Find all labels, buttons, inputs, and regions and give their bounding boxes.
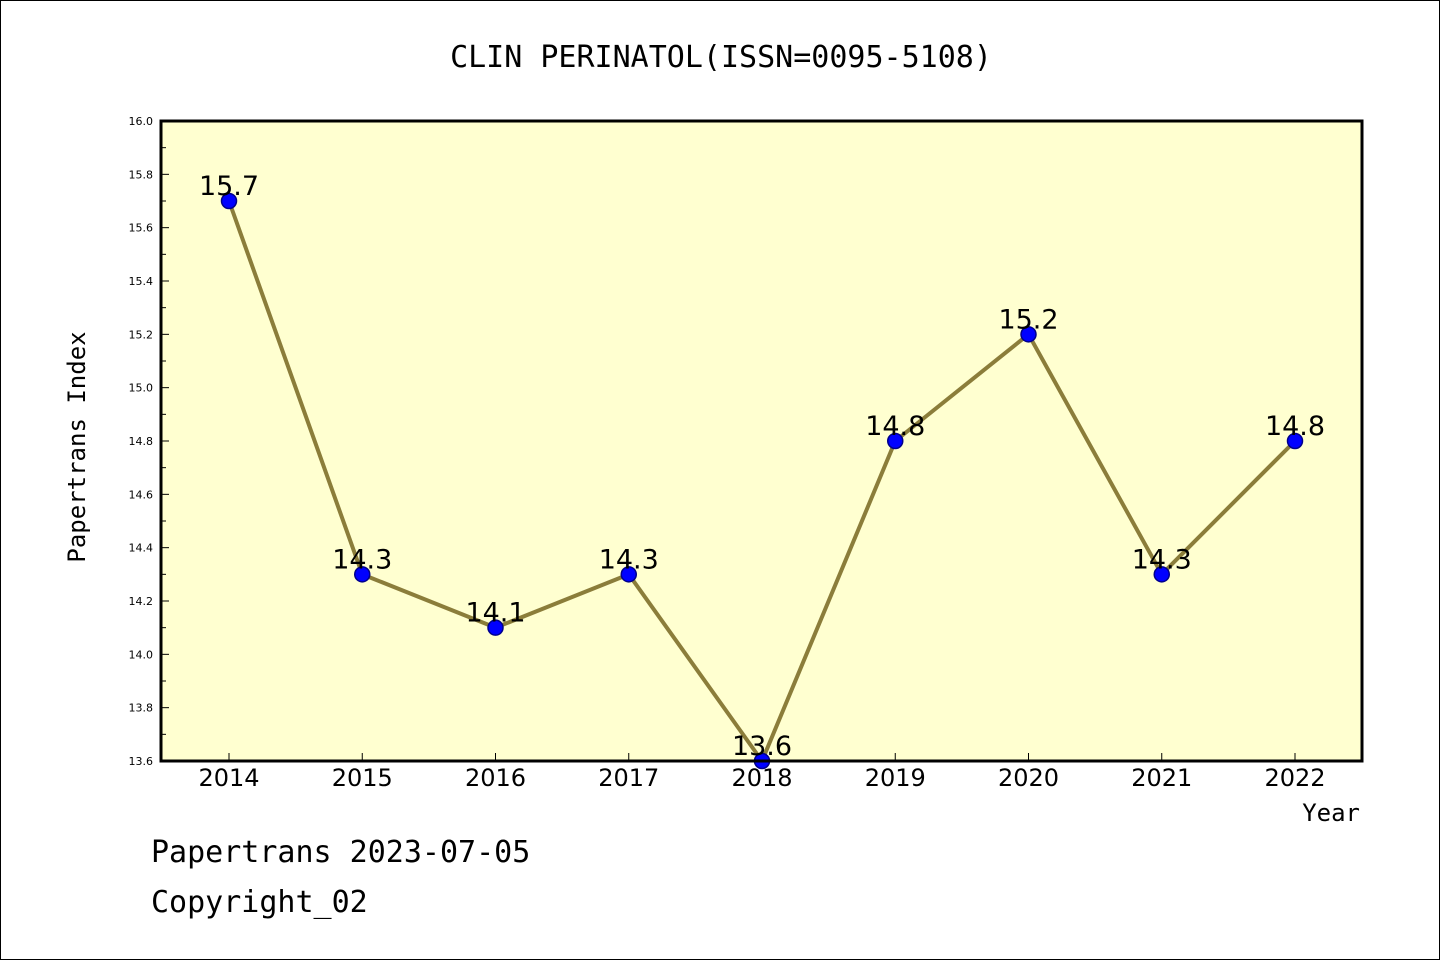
y-tick-label: 13.8 [129,702,154,715]
data-point [620,566,637,583]
data-point [1153,566,1170,583]
y-axis-title: Papertrans Index [63,331,91,562]
y-tick-label: 15.4 [129,275,154,288]
data-point [1286,432,1304,450]
x-tick-label: 2021 [1131,764,1192,792]
plot-area [161,121,1362,761]
data-point [1020,326,1037,343]
y-tick-label: 15.8 [129,168,154,181]
y-tick-label: 15.0 [129,382,154,395]
x-tick-label: 2022 [1264,764,1325,792]
data-point [354,566,371,583]
x-tick-label: 2019 [865,764,926,792]
data-point [887,432,904,450]
data-label: 14.3 [599,544,659,575]
y-tick-label: 15.6 [129,222,154,235]
data-point [220,192,238,210]
data-points [220,192,1304,770]
x-tick-label: 2020 [998,764,1059,792]
data-label: 14.3 [1132,544,1192,575]
y-tick-label: 16.0 [129,115,154,128]
data-label: 14.8 [1265,411,1325,442]
y-tick-label: 14.8 [129,435,154,448]
chart-title: CLIN PERINATOL(ISSN=0095-5108) [450,40,992,75]
x-tick-label: 2017 [598,764,659,792]
data-label: 15.7 [199,171,259,202]
x-tick-label: 2015 [332,764,393,792]
y-tick-label: 14.2 [129,595,154,608]
x-axis-ticks: 2014 2015 2016 2017 2018 2019 2020 2021 2022 [198,753,1326,792]
data-point [487,619,504,636]
data-label: 13.6 [732,731,792,762]
y-tick-label: 14.0 [129,648,154,661]
data-label: 15.2 [998,304,1058,335]
x-tick-label: 2016 [465,764,526,792]
x-axis-title: Year [1302,799,1360,827]
data-labels: 15.7 14.3 14.1 14.3 13.6 14.8 15.2 14.3 14.8 [199,171,1325,762]
data-label: 14.1 [465,598,525,629]
y-axis-ticks: 13.6 13.8 14.0 14.2 14.4 14.6 14.8 15.0 15.2 15.4… [129,115,169,768]
footer-date: Papertrans 2023-07-05 [151,835,531,870]
y-tick-label: 13.6 [129,755,154,768]
y-tick-label: 15.2 [129,328,154,341]
x-tick-label: 2014 [198,764,259,792]
data-label: 14.3 [332,544,392,575]
plot-border [159,119,1364,763]
data-label: 14.8 [865,411,925,442]
footer-copyright: Copyright_02 [151,885,368,920]
y-tick-label: 14.6 [129,488,154,501]
y-tick-label: 14.4 [129,542,154,555]
